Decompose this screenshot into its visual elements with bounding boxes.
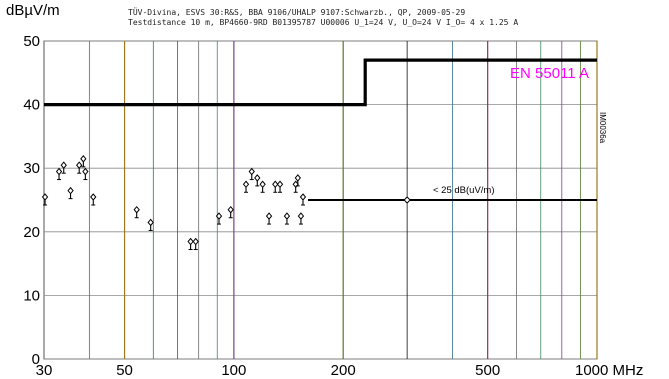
measurement-point <box>41 193 49 206</box>
measurement-point <box>90 193 97 206</box>
measurement-point <box>215 212 223 225</box>
measurement-marker <box>82 167 89 176</box>
measurement-point <box>283 212 291 225</box>
measurement-point <box>272 180 279 193</box>
measurement-point <box>133 205 140 219</box>
axis-ticks: 0 10 20 30 40 50 30 50 100 200 500 1000 MHz <box>23 33 643 379</box>
measurement-marker <box>227 205 234 214</box>
measurement-marker <box>283 212 291 220</box>
measurement-marker <box>259 180 266 189</box>
measurement-point <box>55 167 63 181</box>
test-info-line-1: TÜV-Divina, ESVS 30:R&S, BBA 9106/UHALP … <box>128 8 466 17</box>
measurement-marker <box>76 161 83 169</box>
measurement-marker <box>80 155 87 163</box>
measurement-marker <box>294 174 301 182</box>
measurement-marker <box>90 193 97 201</box>
y-tick-label: 20 <box>23 224 40 241</box>
y-tick-label: 10 <box>23 287 40 304</box>
measurement-marker <box>60 161 67 169</box>
measurement-point <box>192 237 199 251</box>
measurement-marker <box>276 180 284 189</box>
measurement-marker <box>265 212 273 220</box>
measurement-point <box>276 180 284 193</box>
measurement-marker <box>299 193 307 201</box>
y-tick-label: 40 <box>23 97 40 114</box>
measurement-point <box>147 218 154 231</box>
noise-floor-label: < 25 dB(uV/m) <box>433 185 495 196</box>
measurement-point <box>80 155 87 168</box>
measurement-marker <box>215 212 223 220</box>
measurement-point <box>242 180 250 193</box>
x-tick-label: 30 <box>36 362 53 379</box>
limit-line-label: EN 55011 A <box>510 65 589 82</box>
measurement-point <box>294 174 301 187</box>
measurement-point <box>259 180 266 193</box>
x-tick-label: 50 <box>116 362 133 379</box>
measurement-marker <box>254 174 261 182</box>
measurement-point <box>227 205 234 219</box>
measurement-marker <box>297 212 305 220</box>
measurement-point <box>292 180 299 193</box>
x-tick-label: 500 <box>475 362 500 379</box>
measurement-point <box>297 212 305 225</box>
measurement-point <box>248 167 255 181</box>
measurement-point <box>254 174 261 187</box>
y-tick-label: 50 <box>23 33 40 50</box>
measurement-point <box>265 212 273 225</box>
measurement-marker <box>133 205 140 214</box>
noise-floor-marker <box>403 196 411 204</box>
measurement-marker <box>55 167 63 176</box>
measurement-marker <box>248 167 255 176</box>
measurement-marker <box>242 180 250 189</box>
measurement-point <box>187 237 194 251</box>
measurement-points <box>41 155 307 251</box>
measurement-marker <box>147 218 154 227</box>
y-axis-unit: dBµV/m <box>6 2 60 19</box>
y-tick-label: 30 <box>23 160 40 177</box>
measurement-marker <box>192 237 199 246</box>
measurement-point <box>299 193 307 206</box>
measurement-point <box>67 186 74 200</box>
y-tick-label: 0 <box>32 351 40 368</box>
measurement-marker <box>187 237 194 246</box>
x-tick-label: 200 <box>331 362 356 379</box>
measurement-point <box>82 167 89 181</box>
limit-lines <box>44 58 597 204</box>
limit-line-en55011a <box>44 58 597 107</box>
measurement-marker <box>41 193 49 201</box>
test-info-line-2: Testdistance 10 m, BP4660-9RD B01395787 … <box>128 18 519 27</box>
measurement-marker <box>67 186 74 195</box>
measurement-point <box>76 161 83 174</box>
measurement-point <box>60 161 67 174</box>
side-code: IM0036a <box>598 112 607 144</box>
x-tick-label: 1000 MHz <box>575 362 643 379</box>
x-tick-label: 100 <box>221 362 246 379</box>
grid <box>43 40 598 360</box>
